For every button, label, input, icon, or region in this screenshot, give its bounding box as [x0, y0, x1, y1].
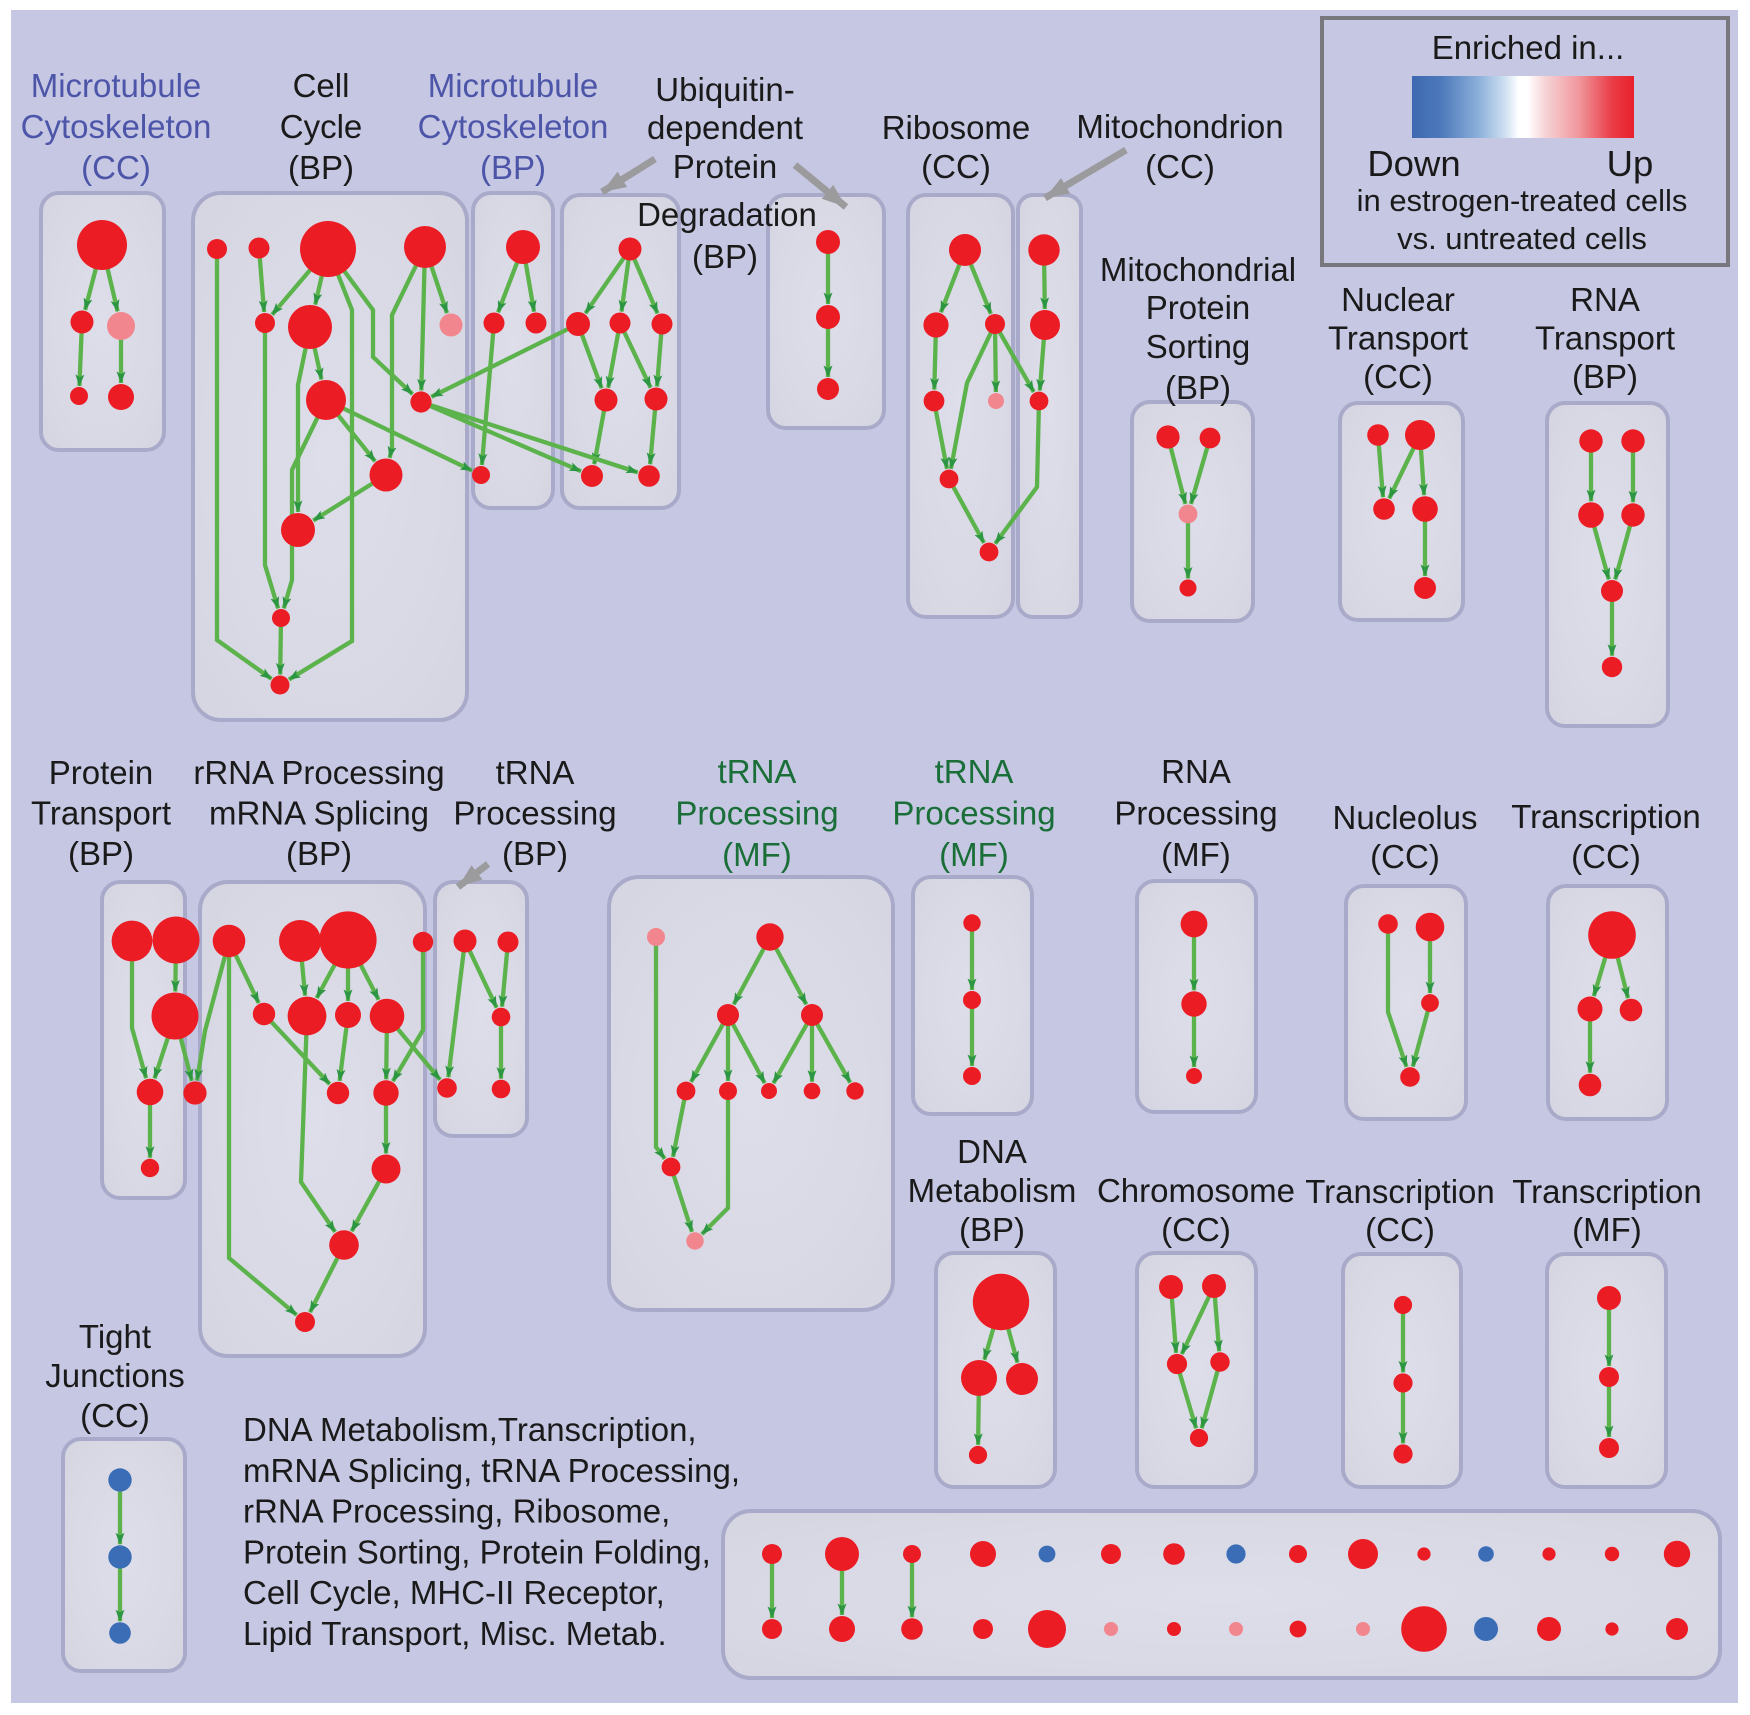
svg-text:Protein: Protein	[1146, 289, 1251, 326]
svg-text:(CC): (CC)	[81, 149, 151, 186]
svg-text:(BP): (BP)	[1165, 369, 1231, 406]
svg-text:(BP): (BP)	[68, 835, 134, 872]
svg-text:Transport: Transport	[1535, 320, 1675, 357]
svg-text:(CC): (CC)	[1145, 148, 1215, 185]
svg-text:Processing: Processing	[675, 795, 838, 832]
svg-text:Protein: Protein	[673, 148, 778, 185]
svg-text:(MF): (MF)	[1572, 1211, 1642, 1248]
svg-text:Transcription: Transcription	[1512, 1173, 1702, 1210]
svg-text:Nucleolus: Nucleolus	[1333, 799, 1478, 836]
svg-text:DNA Metabolism,Transcription,: DNA Metabolism,Transcription,	[243, 1411, 697, 1448]
svg-text:dependent: dependent	[647, 109, 803, 146]
svg-text:Microtubule: Microtubule	[31, 67, 202, 104]
svg-text:tRNA: tRNA	[496, 754, 575, 791]
svg-text:Junctions: Junctions	[45, 1357, 184, 1394]
svg-text:Down: Down	[1367, 143, 1460, 184]
svg-text:RNA: RNA	[1570, 281, 1640, 318]
svg-text:(CC): (CC)	[1365, 1211, 1435, 1248]
svg-text:Transcription: Transcription	[1511, 798, 1701, 835]
svg-text:Processing: Processing	[892, 795, 1055, 832]
svg-text:Tight: Tight	[79, 1318, 151, 1355]
svg-text:(CC): (CC)	[80, 1397, 150, 1434]
svg-text:Transport: Transport	[1328, 320, 1468, 357]
svg-text:(BP): (BP)	[502, 835, 568, 872]
svg-text:Enriched in...: Enriched in...	[1432, 29, 1625, 66]
svg-text:(BP): (BP)	[286, 835, 352, 872]
svg-text:Microtubule: Microtubule	[428, 67, 599, 104]
svg-text:(CC): (CC)	[921, 148, 991, 185]
svg-text:Sorting: Sorting	[1146, 328, 1251, 365]
svg-text:(CC): (CC)	[1571, 838, 1641, 875]
svg-text:Lipid Transport, Misc. Metab.: Lipid Transport, Misc. Metab.	[243, 1615, 667, 1652]
svg-text:Protein Sorting, Protein Foldi: Protein Sorting, Protein Folding,	[243, 1533, 711, 1570]
svg-text:Ribosome: Ribosome	[882, 109, 1031, 146]
svg-text:tRNA: tRNA	[935, 753, 1014, 790]
svg-text:Mitochondrial: Mitochondrial	[1100, 251, 1296, 288]
svg-text:(BP): (BP)	[692, 238, 758, 275]
svg-text:Processing: Processing	[1114, 795, 1277, 832]
svg-text:(BP): (BP)	[480, 149, 546, 186]
svg-text:tRNA: tRNA	[718, 753, 797, 790]
svg-text:Transcription: Transcription	[1305, 1173, 1495, 1210]
svg-text:Degradation: Degradation	[637, 196, 817, 233]
svg-text:Protein: Protein	[49, 754, 154, 791]
svg-text:Cycle: Cycle	[280, 108, 363, 145]
svg-text:(MF): (MF)	[1161, 836, 1231, 873]
svg-text:Cell Cycle, MHC-II Receptor,: Cell Cycle, MHC-II Receptor,	[243, 1574, 665, 1611]
svg-text:DNA: DNA	[957, 1133, 1027, 1170]
svg-text:Nuclear: Nuclear	[1341, 281, 1455, 318]
svg-text:(MF): (MF)	[939, 836, 1009, 873]
svg-text:mRNA Splicing: mRNA Splicing	[209, 795, 429, 832]
svg-text:Cytoskeleton: Cytoskeleton	[21, 108, 212, 145]
svg-text:Cell: Cell	[293, 67, 350, 104]
svg-text:(MF): (MF)	[722, 836, 792, 873]
svg-text:Up: Up	[1607, 143, 1654, 184]
svg-text:rRNA Processing, Ribosome,: rRNA Processing, Ribosome,	[243, 1493, 670, 1530]
svg-text:(BP): (BP)	[288, 149, 354, 186]
svg-text:Processing: Processing	[453, 795, 616, 832]
svg-text:mRNA Splicing, tRNA Processing: mRNA Splicing, tRNA Processing,	[243, 1452, 740, 1489]
svg-text:Cytoskeleton: Cytoskeleton	[418, 108, 609, 145]
svg-text:Ubiquitin-: Ubiquitin-	[655, 71, 794, 108]
svg-text:rRNA Processing: rRNA Processing	[193, 754, 444, 791]
svg-text:in estrogen-treated cells: in estrogen-treated cells	[1357, 183, 1688, 218]
svg-text:vs. untreated cells: vs. untreated cells	[1397, 221, 1647, 256]
svg-text:Chromosome: Chromosome	[1097, 1172, 1295, 1209]
svg-text:(CC): (CC)	[1363, 358, 1433, 395]
svg-text:RNA: RNA	[1161, 753, 1231, 790]
svg-text:(CC): (CC)	[1370, 838, 1440, 875]
svg-text:Metabolism: Metabolism	[908, 1172, 1077, 1209]
svg-text:(BP): (BP)	[959, 1211, 1025, 1248]
svg-text:(BP): (BP)	[1572, 358, 1638, 395]
svg-text:(CC): (CC)	[1161, 1211, 1231, 1248]
svg-text:Transport: Transport	[31, 795, 171, 832]
svg-text:Mitochondrion: Mitochondrion	[1076, 108, 1283, 145]
